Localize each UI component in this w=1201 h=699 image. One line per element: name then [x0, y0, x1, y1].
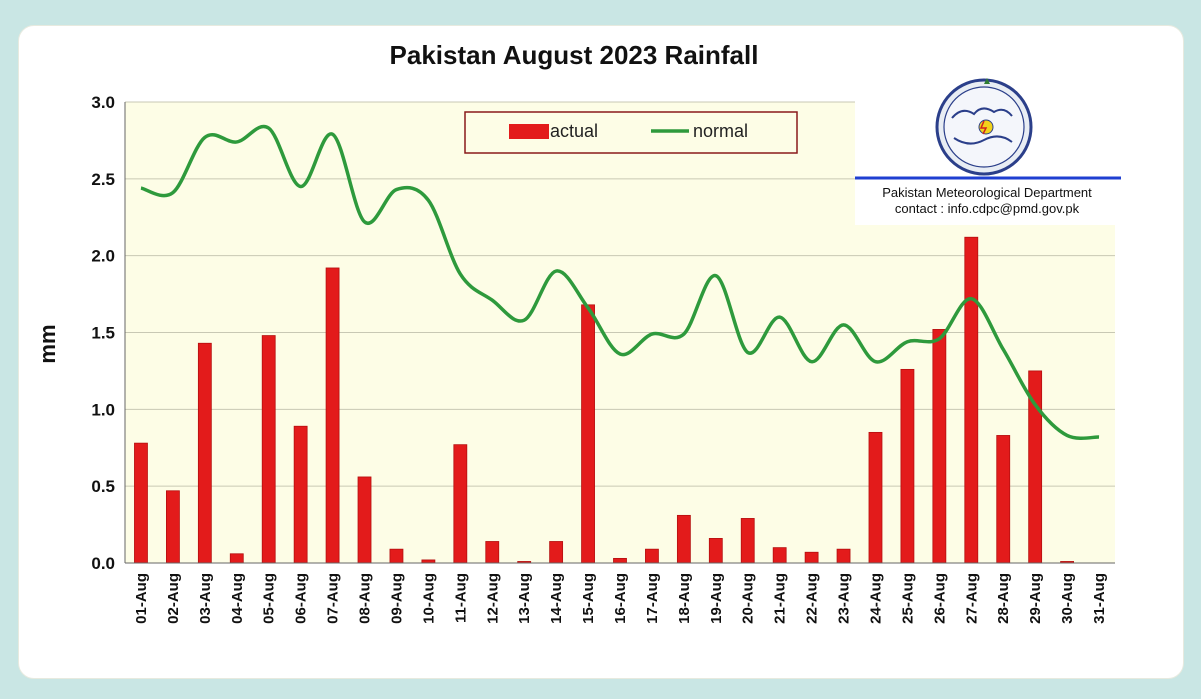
y-tick-label: 2.0: [91, 247, 115, 266]
bar-actual-25-Aug: [900, 368, 915, 564]
x-tick-label: 18-Aug: [676, 573, 693, 624]
x-tick-label: 17-Aug: [644, 573, 661, 624]
x-tick-label: 19-Aug: [708, 573, 725, 624]
x-tick-label: 10-Aug: [420, 573, 437, 624]
bar-series-actual: [134, 236, 1074, 564]
x-tick-label: 06-Aug: [293, 573, 310, 624]
y-tick-label: 0.0: [91, 554, 115, 573]
x-tick-label: 28-Aug: [995, 573, 1012, 624]
bar-actual-16-Aug: [613, 557, 627, 564]
bar-actual-18-Aug: [676, 514, 691, 564]
x-tick-label: 24-Aug: [867, 573, 884, 624]
bar-actual-19-Aug: [708, 538, 723, 564]
legend-swatch-actual: [509, 124, 549, 139]
bar-actual-22-Aug: [804, 551, 819, 564]
x-tick-label: 29-Aug: [1027, 573, 1044, 624]
x-tick-label: 07-Aug: [325, 573, 342, 624]
branding-block: Pakistan Meteorological Department conta…: [855, 78, 1125, 225]
x-tick-label: 05-Aug: [261, 573, 278, 624]
y-axis-label: mm: [35, 324, 60, 363]
x-tick-label: 25-Aug: [899, 573, 916, 624]
bar-actual-17-Aug: [645, 548, 659, 564]
bar-actual-11-Aug: [453, 444, 468, 564]
bar-actual-12-Aug: [485, 541, 500, 564]
x-tick-label: 26-Aug: [931, 573, 948, 624]
legend-label-normal: normal: [693, 121, 748, 141]
rainfall-chart: Pakistan August 2023 Rainfall 0.0 0.5 1.0 1…: [35, 40, 1125, 624]
pmd-logo: [935, 78, 1033, 176]
y-tick-label: 0.5: [91, 477, 115, 496]
bar-actual-27-Aug: [964, 236, 979, 564]
bar-actual-03-Aug: [197, 342, 212, 564]
contact-email: contact : info.cdpc@pmd.gov.pk: [895, 201, 1080, 216]
line-normal: [140, 124, 1100, 440]
bar-actual-07-Aug: [325, 267, 340, 564]
x-tick-label: 15-Aug: [580, 573, 597, 624]
y-tick-labels: 0.0 0.5 1.0 1.5 2.0 2.5 3.0: [91, 93, 115, 573]
x-tick-label: 08-Aug: [357, 573, 374, 624]
bar-actual-24-Aug: [868, 431, 883, 564]
x-tick-label: 12-Aug: [484, 573, 501, 624]
bar-actual-04-Aug: [229, 553, 244, 564]
x-tick-label: 22-Aug: [804, 573, 821, 624]
x-tick-label: 27-Aug: [963, 573, 980, 624]
x-tick-label: 14-Aug: [548, 573, 565, 624]
legend: actual normal: [464, 111, 798, 154]
x-tick-label: 02-Aug: [165, 573, 182, 624]
bar-actual-20-Aug: [740, 518, 755, 564]
bar-actual-23-Aug: [836, 548, 851, 564]
bar-actual-21-Aug: [772, 547, 787, 564]
x-tick-label: 21-Aug: [772, 573, 789, 624]
chart-card: Pakistan August 2023 Rainfall 0.0 0.5 1.0 1…: [18, 25, 1184, 679]
x-tick-labels: 01-Aug 02-Aug 03-Aug 04-Aug 05-Aug 06-Aug 07-A…: [133, 573, 1108, 624]
bar-actual-06-Aug: [293, 425, 308, 564]
bar-actual-28-Aug: [996, 435, 1011, 564]
bar-actual-02-Aug: [166, 490, 180, 564]
bar-actual-01-Aug: [134, 442, 148, 564]
x-tick-label: 16-Aug: [612, 573, 629, 624]
bar-actual-09-Aug: [389, 548, 404, 564]
y-tick-label: 3.0: [91, 93, 115, 112]
y-tick-label: 1.0: [91, 400, 115, 419]
line-series-normal: [140, 124, 1100, 440]
bar-actual-05-Aug: [261, 335, 276, 564]
x-tick-label: 13-Aug: [516, 573, 533, 624]
chart-title: Pakistan August 2023 Rainfall: [390, 40, 759, 70]
x-tick-label: 09-Aug: [388, 573, 405, 624]
bar-actual-14-Aug: [549, 541, 564, 564]
x-tick-label: 23-Aug: [836, 573, 853, 624]
x-tick-label: 20-Aug: [740, 573, 757, 624]
x-tick-label: 01-Aug: [133, 573, 150, 624]
legend-label-actual: actual: [550, 121, 598, 141]
bar-actual-26-Aug: [932, 329, 947, 564]
org-name: Pakistan Meteorological Department: [882, 185, 1092, 200]
x-tick-label: 31-Aug: [1091, 573, 1108, 624]
bar-actual-15-Aug: [581, 304, 595, 564]
y-tick-label: 2.5: [91, 170, 115, 189]
x-tick-label: 03-Aug: [197, 573, 214, 624]
bar-actual-08-Aug: [357, 476, 372, 564]
x-tick-label: 30-Aug: [1059, 573, 1076, 624]
x-tick-label: 11-Aug: [452, 573, 469, 623]
y-tick-label: 1.5: [91, 324, 115, 343]
x-tick-label: 04-Aug: [229, 573, 246, 624]
